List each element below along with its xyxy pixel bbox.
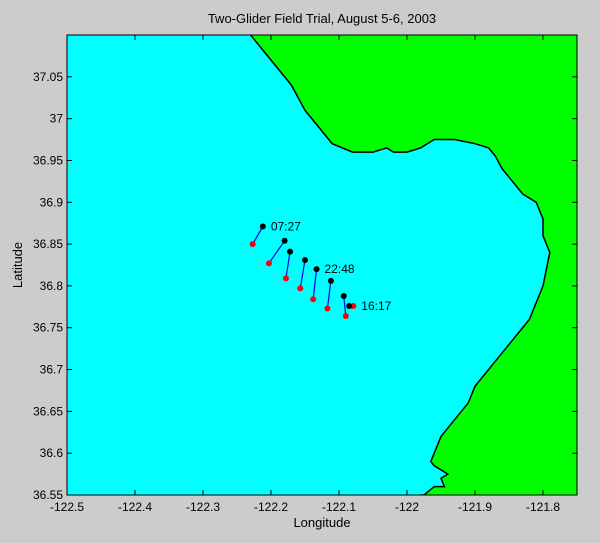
end-point: [282, 275, 289, 282]
end-point: [342, 313, 349, 320]
time-annotation: 07:27: [271, 220, 301, 234]
track-segment: [299, 259, 306, 289]
y-tick-label: 36.6: [40, 446, 64, 460]
start-point: [346, 302, 353, 309]
time-annotation: 16:17: [361, 299, 391, 313]
y-tick-label: 36.55: [33, 488, 63, 502]
y-tick-label: 37.05: [33, 70, 63, 84]
land-area: [250, 35, 577, 495]
y-tick-label: 36.8: [40, 279, 64, 293]
y-tick-label: 36.75: [33, 321, 63, 335]
y-axis: 36.55 36.6 36.65 36.7 36.75 36.8 36.85 36.9 36.9…: [33, 70, 577, 502]
track-segment: [268, 240, 286, 264]
chart-title: Two-Glider Field Trial, August 5-6, 2003: [208, 11, 436, 26]
start-point: [281, 237, 288, 244]
x-tick-label: -122.4: [118, 500, 152, 514]
track-segment: [252, 226, 264, 245]
end-point: [324, 305, 331, 312]
track-segment: [326, 280, 332, 309]
end-point: [249, 241, 256, 248]
time-annotation: 22:48: [325, 262, 355, 276]
coastline: [250, 35, 551, 495]
x-tick-label: -121.9: [458, 500, 492, 514]
x-tick-label: -122.2: [254, 500, 288, 514]
start-point: [259, 223, 266, 230]
plot-area: 07:27 22:48 16:17: [66, 34, 578, 496]
x-tick-label: -122.1: [322, 500, 356, 514]
x-axis-label: Longitude: [293, 515, 350, 530]
track-segment: [285, 251, 291, 279]
start-point: [302, 256, 308, 263]
y-axis-label: Latitude: [10, 242, 25, 288]
start-point: [287, 248, 294, 255]
start-point: [327, 277, 334, 284]
y-tick-label: 36.9: [40, 195, 64, 209]
start-point: [340, 292, 347, 299]
end-point: [265, 260, 272, 267]
y-tick-label: 37: [50, 112, 64, 126]
y-tick-label: 36.7: [40, 363, 64, 377]
end-point: [310, 296, 317, 303]
track-segment: [343, 295, 347, 317]
x-tick-label: -121.8: [526, 500, 560, 514]
start-point: [313, 266, 320, 273]
x-tick-label: -122: [395, 500, 419, 514]
x-axis: -122.5 -122.4 -122.3 -122.2 -122.1 -122 -121.9…: [50, 35, 560, 514]
y-tick-label: 36.85: [33, 237, 63, 251]
x-tick-label: -122.5: [50, 500, 84, 514]
y-tick-label: 36.95: [33, 153, 63, 167]
track-segment: [312, 269, 318, 300]
x-tick-label: -122.3: [186, 500, 220, 514]
axes-frame: [66, 34, 578, 496]
end-point: [297, 285, 304, 292]
y-tick-label: 36.65: [33, 404, 63, 418]
